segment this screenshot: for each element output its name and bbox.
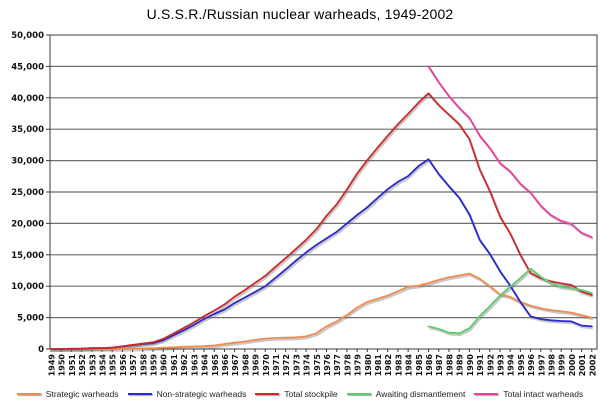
x-axis-tick-label: 1986 [425, 354, 434, 377]
y-axis-tick-label: 30,000 [11, 157, 44, 167]
x-axis-tick-label: 1970 [262, 354, 271, 377]
x-axis-tick-label: 1971 [272, 354, 281, 377]
x-axis-tick-label: 2001 [578, 354, 587, 377]
x-axis-tick-label: 1974 [303, 354, 312, 377]
x-axis-tick-label: 1977 [333, 354, 342, 376]
x-axis-tick-label: 1994 [507, 354, 516, 377]
x-axis-tick-label: 1973 [292, 354, 301, 376]
y-axis-tick-label: 45,000 [11, 62, 44, 72]
legend-swatch [346, 393, 371, 395]
legend-label: Total intact warheads [503, 389, 584, 399]
plot-border [49, 34, 598, 350]
x-axis-tick-label: 1990 [466, 354, 475, 377]
x-axis-tick-label: 1965 [211, 354, 220, 377]
series-line-2 [50, 92, 593, 350]
x-axis-tick-label: 1969 [252, 354, 261, 377]
x-axis-tick-label: 1967 [231, 354, 240, 376]
x-axis-tick-label: 1979 [354, 354, 363, 377]
x-axis-tick-label: 1955 [109, 354, 118, 377]
x-axis-tick-label: 1966 [221, 354, 230, 377]
x-axis-tick-label: 1962 [180, 354, 189, 376]
legend-swatch [474, 393, 499, 395]
x-axis-tick-label: 1984 [405, 354, 414, 377]
x-axis-tick-label: 1992 [486, 354, 495, 376]
y-axis-tick-label: 15,000 [11, 251, 44, 261]
legend-swatch [127, 393, 152, 395]
x-axis-tick-label: 1997 [537, 354, 546, 376]
x-axis-tick-label: 1985 [415, 354, 424, 377]
chart-plot-area: 0 5,000 10,000 15,000 20,000 25,000 30,000 35,0… [11, 31, 598, 377]
x-axis-tick-label: 1978 [343, 354, 352, 377]
y-axis-tick-label: 25,000 [11, 188, 44, 198]
x-axis-tick-label: 1954 [99, 354, 108, 377]
x-axis-tick-label: 1999 [558, 354, 567, 377]
axes: 0 5,000 10,000 15,000 20,000 25,000 30,000 35,0… [11, 31, 598, 377]
legend-label: Non-strategic warheads [156, 389, 247, 399]
series-lines [50, 65, 593, 350]
x-axis-tick-label: 1998 [547, 354, 556, 377]
x-axis-tick-label: 1995 [517, 354, 526, 377]
legend-item-2: Total stockpile [255, 389, 338, 399]
x-axis-tick-label: 1958 [139, 354, 148, 377]
legend: Strategic warheads Non-strategic warheads… [0, 389, 600, 399]
legend-item-4: Total intact warheads [474, 389, 583, 399]
x-axis-tick-label: 1957 [129, 354, 138, 376]
gridlines [50, 65, 597, 319]
x-axis-tick-label: 1980 [364, 354, 373, 377]
y-axis-tick-label: 20,000 [11, 219, 44, 229]
y-axis-tick-label: 35,000 [11, 125, 44, 135]
legend-label: Strategic warheads [45, 389, 119, 399]
x-axis-tick-label: 1981 [374, 354, 383, 377]
x-axis-tick-label: 1963 [190, 354, 199, 376]
x-axis-tick-label: 1991 [476, 354, 485, 377]
x-axis-tick-label: 1953 [88, 354, 97, 376]
x-axis-tick-label: 1982 [384, 354, 393, 376]
x-axis-tick-label: 1961 [170, 354, 179, 377]
y-axis-tick-label: 5,000 [17, 314, 44, 324]
series-line-1 [50, 158, 593, 350]
series-shadow [52, 274, 594, 352]
series-line-4 [427, 65, 593, 239]
legend-item-0: Strategic warheads [16, 389, 119, 399]
x-axis-tick-label: 1983 [394, 354, 403, 376]
legend-item-1: Non-strategic warheads [127, 389, 247, 399]
x-axis-tick-label: 1949 [48, 354, 57, 377]
x-axis-tick-label: 1987 [435, 354, 444, 376]
series-shadow [429, 269, 594, 337]
x-axis-tick-label: 1996 [527, 354, 536, 377]
y-axis-tick-label: 40,000 [11, 94, 44, 104]
x-axis-tick-label: 2000 [568, 354, 577, 377]
x-axis-tick-label: 1988 [445, 354, 454, 377]
x-axis-tick-label: 1975 [313, 354, 322, 377]
series-line-3 [427, 267, 593, 335]
x-axis-tick-label: 1952 [78, 354, 87, 376]
x-axis-tick-label: 2002 [588, 354, 597, 376]
y-axis-tick-label: 50,000 [11, 31, 44, 41]
legend-swatch [255, 393, 280, 395]
x-axis-tick-label: 1950 [58, 354, 67, 377]
x-axis-tick-label: 1976 [323, 354, 332, 377]
legend-item-3: Awaiting dismantlement [346, 389, 466, 399]
x-axis-tick-label: 1968 [241, 354, 250, 377]
legend-label: Total stockpile [284, 389, 338, 399]
y-axis-tick-label: 0 [38, 345, 44, 355]
x-axis-tick-label: 1960 [160, 354, 169, 377]
chart-title: U.S.S.R./Russian nuclear warheads, 1949-… [146, 6, 454, 22]
x-axis-tick-label: 1993 [496, 354, 505, 376]
series-shadows [52, 67, 594, 352]
x-axis-tick-label: 1989 [456, 354, 465, 377]
x-axis-tick-label: 1972 [282, 354, 291, 376]
legend-swatch [16, 393, 41, 395]
x-axis-tick-label: 1964 [201, 354, 210, 377]
x-axis-tick-label: 1951 [68, 354, 77, 377]
x-axis-tick-label: 1959 [150, 354, 159, 377]
x-axis-tick-label: 1956 [119, 354, 128, 377]
series-shadow [428, 67, 594, 240]
y-axis-tick-label: 10,000 [11, 282, 44, 292]
series-shadow [52, 159, 593, 352]
legend-label: Awaiting dismantlement [375, 389, 466, 399]
